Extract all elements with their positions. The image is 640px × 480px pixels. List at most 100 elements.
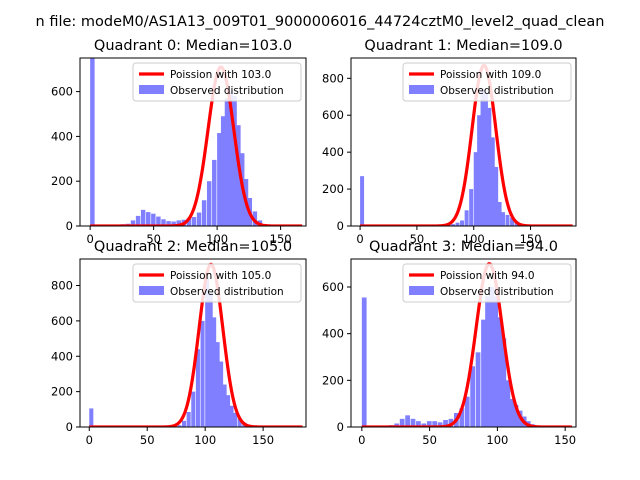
hist-bar (200, 320, 205, 427)
hist-bar (483, 93, 488, 226)
hist-bar (443, 420, 448, 427)
hist-bar (469, 189, 474, 226)
x-tick-label: 0 (356, 232, 363, 246)
subplot-title: Quadrant 3: Median=94.0 (369, 239, 558, 255)
x-tick-label: 0 (86, 232, 93, 246)
x-tick-label: 0 (358, 433, 365, 447)
axes-frame (350, 258, 577, 428)
legend-box (402, 62, 572, 102)
hist-bar (459, 408, 465, 427)
hist-bar (489, 287, 494, 427)
y-tick-label: 200 (322, 373, 344, 387)
hist-bar (405, 415, 410, 427)
y-tick-label: 0 (337, 420, 344, 434)
legend-fit-label: Poission with 94.0 (440, 270, 535, 282)
hist-bar (490, 137, 495, 226)
y-tick-label: 400 (322, 145, 344, 159)
x-tick-label: 150 (270, 232, 292, 246)
hist-bar (220, 116, 226, 226)
hist-bar (186, 411, 191, 427)
hist-bar (196, 212, 202, 226)
y-tick-label: 200 (51, 174, 73, 188)
axes-frame (79, 258, 307, 428)
legend-fit-label: Poission with 109.0 (440, 69, 541, 81)
x-tick-label: 150 (252, 433, 274, 447)
hist-bar (201, 200, 207, 226)
y-tick-label: 0 (337, 219, 344, 233)
hist-bar (451, 224, 455, 226)
hist-bar (477, 115, 482, 226)
plot-area (88, 262, 304, 427)
hist-bar (460, 220, 465, 226)
x-tick-label: 150 (520, 232, 542, 246)
hist-bar (140, 209, 146, 226)
hist-bar (360, 176, 365, 226)
hist-bar (191, 391, 196, 427)
hist-bar (236, 125, 241, 226)
subplot-title: Quadrant 1: Median=109.0 (364, 38, 562, 54)
legend-hist-label: Observed distribution (440, 85, 554, 97)
x-tick-label: 50 (140, 433, 155, 447)
y-tick-label: 400 (51, 349, 73, 363)
subplot-title: Quadrant 0: Median=103.0 (94, 38, 292, 54)
hist-bar (232, 96, 237, 226)
x-tick-label: 0 (86, 433, 93, 447)
hist-bar (205, 276, 210, 427)
figure-suptitle: n file: modeM0/AS1A13_009T01_9000006016_… (36, 14, 605, 30)
legend-hist-swatch (139, 85, 164, 94)
hist-bar (399, 418, 405, 427)
y-tick-label: 800 (51, 279, 73, 293)
hist-bar (493, 296, 499, 427)
hist-bar (501, 212, 505, 226)
y-tick-label: 600 (322, 108, 344, 122)
hist-bar (176, 220, 181, 226)
poisson-fit-line (88, 262, 304, 427)
hist-bar (195, 349, 200, 427)
hist-bar (464, 210, 469, 226)
hist-bar (426, 421, 432, 427)
legend-hist-label: Observed distribution (170, 286, 284, 298)
hist-bar (509, 399, 515, 427)
hist-bar (513, 404, 519, 427)
subplot-title: Quadrant 2: Median=105.0 (94, 239, 292, 255)
hist-bar (473, 152, 478, 226)
hist-bar (171, 221, 176, 226)
plot-area (360, 262, 573, 427)
x-tick-label: 100 (486, 433, 508, 447)
hist-bar (206, 181, 212, 226)
subplot-2: 0 50 100 150 0 200 400 600 800 Quadrant 2: Median… (51, 239, 307, 447)
hist-bar (228, 91, 233, 226)
legend-box (132, 263, 302, 303)
hist-bar (505, 380, 511, 427)
hist-bar (485, 296, 490, 427)
y-tick-label: 200 (322, 182, 344, 196)
hist-bar (416, 421, 421, 427)
hist-bar (480, 89, 485, 226)
hist-bar (219, 361, 224, 427)
hist-bar (421, 423, 427, 427)
legend-hist-label: Observed distribution (440, 286, 554, 298)
y-tick-label: 400 (322, 327, 344, 341)
y-tick-label: 600 (322, 280, 344, 294)
y-tick-label: 200 (51, 385, 73, 399)
y-tick-label: 600 (51, 85, 73, 99)
hist-bar (497, 317, 503, 427)
y-tick-label: 800 (322, 71, 344, 85)
hist-bar (161, 219, 166, 226)
hist-bar (90, 58, 95, 226)
legend-hist-label: Observed distribution (170, 85, 284, 97)
y-tick-label: 0 (66, 420, 73, 434)
hist-bar (494, 166, 499, 226)
hist-bar (226, 395, 231, 427)
legend-hist-swatch (409, 286, 434, 295)
subplot-0: 0 50 100 150 0 200 400 600 Quadrant 0: Median=10… (51, 38, 307, 246)
x-tick-label: 150 (554, 433, 576, 447)
subplot-3: 0 50 100 150 0 200 400 600 Quadrant 3: Median=94… (322, 239, 577, 447)
legend-fit-label: Poission with 105.0 (170, 270, 271, 282)
hist-bar (166, 221, 171, 226)
hist-bar (237, 418, 242, 427)
hist-bar (501, 338, 507, 427)
hist-bar (217, 133, 222, 226)
axes-frame (79, 57, 307, 227)
